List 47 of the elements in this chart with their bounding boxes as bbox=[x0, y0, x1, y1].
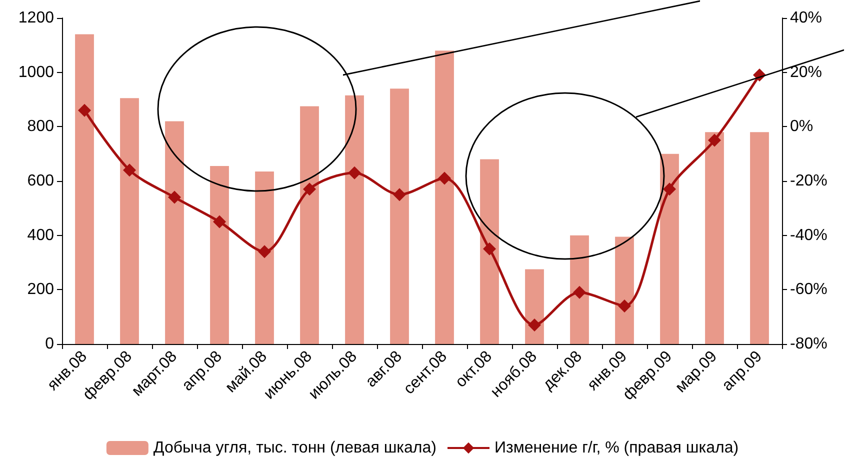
y2-tick-label: -60% bbox=[790, 281, 828, 298]
bar bbox=[435, 50, 454, 344]
y2-tick-label: -40% bbox=[790, 226, 828, 244]
y-tick-label: 600 bbox=[27, 172, 54, 190]
y2-tick-label: 20% bbox=[790, 64, 822, 81]
y-tick-label: 0 bbox=[45, 336, 54, 352]
point bbox=[393, 188, 406, 202]
y2-tick-label: -20% bbox=[790, 172, 828, 190]
point bbox=[258, 245, 271, 258]
point bbox=[168, 190, 181, 204]
point bbox=[663, 182, 676, 196]
bar bbox=[210, 166, 229, 344]
bar bbox=[615, 236, 634, 344]
bar bbox=[660, 154, 679, 344]
point bbox=[483, 242, 496, 256]
point bbox=[573, 286, 586, 299]
legend-label: Изменение г/г, % (правая шкала) bbox=[494, 440, 739, 456]
bar bbox=[750, 132, 769, 344]
point bbox=[438, 172, 451, 185]
point bbox=[123, 164, 136, 177]
bar bbox=[75, 34, 94, 344]
y2-tick-label: -80% bbox=[790, 336, 828, 352]
bar bbox=[165, 121, 184, 344]
y-tick-label: 400 bbox=[27, 226, 54, 244]
bar bbox=[705, 132, 724, 344]
y-tick-label: 800 bbox=[27, 118, 54, 136]
bar bbox=[525, 269, 544, 344]
point bbox=[528, 318, 541, 332]
y-tick-label: 1200 bbox=[18, 10, 54, 26]
y-tick-label: 200 bbox=[27, 281, 54, 298]
y2-tick-label: 40% bbox=[790, 10, 822, 26]
bar bbox=[120, 98, 139, 344]
point bbox=[303, 182, 316, 196]
bar bbox=[345, 95, 364, 344]
point bbox=[78, 104, 91, 117]
bar bbox=[480, 159, 499, 344]
point bbox=[708, 134, 721, 147]
point bbox=[618, 299, 631, 312]
legend-label: Добыча угля, тыс. тонн (левая шкала) bbox=[153, 440, 436, 456]
y2-tick-label: 0% bbox=[790, 118, 814, 136]
y-tick-label: 1000 bbox=[18, 64, 54, 81]
bar bbox=[570, 235, 589, 344]
point bbox=[348, 166, 361, 180]
bar bbox=[255, 171, 274, 344]
bar bbox=[300, 106, 319, 344]
bar bbox=[390, 88, 409, 344]
point bbox=[213, 215, 226, 228]
